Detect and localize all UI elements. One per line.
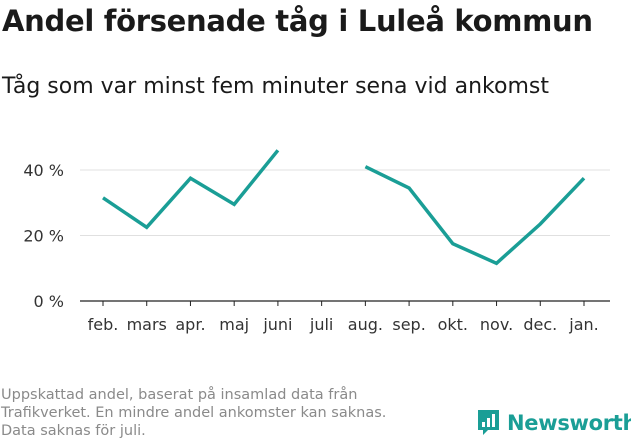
y-tick-label: 40 % — [23, 161, 64, 180]
y-tick-label: 20 % — [23, 227, 64, 246]
brand-name: Newsworthy — [507, 410, 631, 435]
x-tick-label: dec. — [523, 315, 557, 334]
brand-logo: Newsworthy — [476, 409, 631, 436]
x-tick-label: nov. — [480, 315, 513, 334]
x-tick-label: jan. — [568, 315, 598, 334]
series-line-segment-1 — [102, 149, 280, 230]
x-tick-label: juli — [309, 315, 333, 334]
footnote-line-2: Trafikverket. En mindre andel ankomster … — [1, 405, 387, 421]
x-tick-label: apr. — [175, 315, 205, 334]
x-axis — [80, 300, 610, 306]
y-axis-tick-labels: 0 % 20 % 40 % — [23, 161, 64, 311]
series-line-segment-2 — [364, 165, 586, 266]
x-tick-label: juni — [262, 315, 292, 334]
x-tick-label: sep. — [392, 315, 425, 334]
footnote-line-1: Uppskattad andel, baserat på insamlad da… — [1, 387, 358, 403]
x-tick-label: mars — [127, 315, 167, 334]
footnote: Uppskattad andel, baserat på insamlad da… — [1, 386, 386, 440]
newsworthy-logo-icon — [478, 410, 499, 435]
chart-title: Andel försenade tåg i Luleå kommun — [2, 4, 593, 38]
x-tick-label: okt. — [438, 315, 468, 334]
x-tick-label: maj — [219, 315, 249, 334]
chart-subtitle: Tåg som var minst fem minuter sena vid a… — [2, 74, 549, 99]
x-tick-label: aug. — [348, 315, 383, 334]
x-tick-label: feb. — [88, 315, 119, 334]
footnote-line-3: Data saknas för juli. — [1, 423, 146, 439]
grid-lines — [80, 169, 610, 236]
series-lines — [102, 149, 586, 266]
y-tick-label: 0 % — [34, 292, 64, 311]
x-axis-tick-labels: feb. mars apr. maj juni juli aug. sep. okt. nov. d… — [88, 315, 599, 334]
